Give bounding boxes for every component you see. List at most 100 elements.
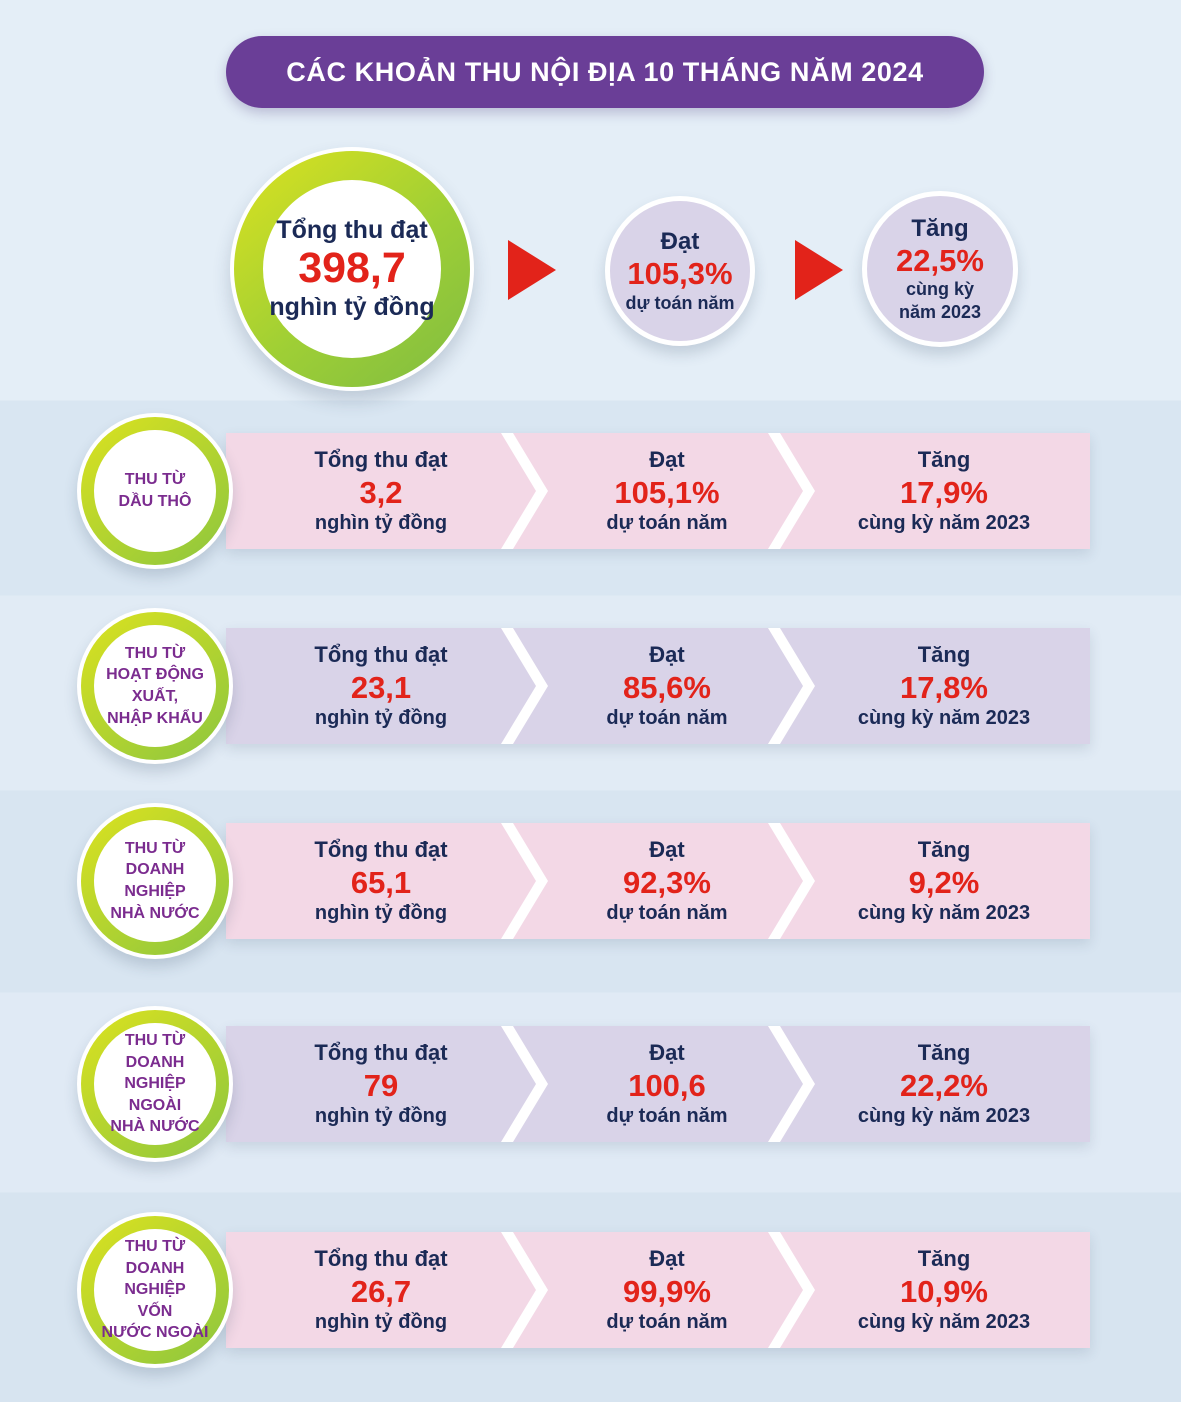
row-foreign-enterprises: THU TỪ DOANH NGHIỆP VỐN NƯỚC NGOÀI Tổng … <box>0 1212 1181 1368</box>
growth-unit: cùng kỳ năm 2023 <box>857 1105 1031 1128</box>
category-label: THU TỪ DẦU THÔ <box>118 471 192 510</box>
attained-value: 92,3% <box>623 864 711 900</box>
total-value: 3,2 <box>359 474 403 510</box>
growth-unit: cùng kỳ năm 2023 <box>857 1311 1031 1334</box>
category-circle: THU TỪ HOẠT ĐỘNG XUẤT, NHẬP KHẨU <box>77 608 233 764</box>
total-label: Tổng thu đạt <box>314 836 448 862</box>
category-circle: THU TỪ DOANH NGHIỆP VỐN NƯỚC NGOÀI <box>77 1212 233 1368</box>
growth-label: Tăng <box>911 214 969 242</box>
attained-circle: Đạt 105,3% dự toán năm <box>605 196 755 346</box>
category-label: THU TỪ HOẠT ĐỘNG XUẤT, NHẬP KHẨU <box>106 644 204 727</box>
attained-value: 99,9% <box>623 1273 711 1309</box>
category-circle: THU TỪ DOANH NGHIỆP NGOÀI NHÀ NƯỚC <box>77 1006 233 1162</box>
row-non-state-enterprises: THU TỪ DOANH NGHIỆP NGOÀI NHÀ NƯỚC Tổng … <box>0 1006 1181 1162</box>
metrics-band: Tổng thu đạt 65,1 nghìn tỷ đồng Đạt 92,3… <box>226 823 1090 939</box>
growth-value: 17,8% <box>900 669 988 705</box>
growth-segment: Tăng 22,2% cùng kỳ năm 2023 <box>780 1026 1090 1142</box>
title-banner: CÁC KHOẢN THU NỘI ĐỊA 10 THÁNG NĂM 2024 <box>226 36 984 108</box>
growth-label: Tăng <box>917 1245 971 1271</box>
growth-unit: cùng kỳ năm 2023 <box>857 707 1031 730</box>
growth-value: 17,9% <box>900 474 988 510</box>
growth-value: 22,2% <box>900 1067 988 1103</box>
growth-label: Tăng <box>917 641 971 667</box>
attained-segment: Đạt 100,6 dự toán năm <box>513 1026 803 1142</box>
category-circle: THU TỪ DẦU THÔ <box>77 413 233 569</box>
total-segment: Tổng thu đạt 79 nghìn tỷ đồng <box>226 1026 536 1142</box>
attained-value: 100,6 <box>628 1067 706 1103</box>
category-circle-inner: THU TỪ DOANH NGHIỆP NGOÀI NHÀ NƯỚC <box>94 1023 216 1145</box>
attained-label: Đạt <box>649 836 685 862</box>
metrics-band: Tổng thu đạt 23,1 nghìn tỷ đồng Đạt 85,6… <box>226 628 1090 744</box>
total-value: 398,7 <box>298 244 406 293</box>
attained-unit: dự toán năm <box>606 512 728 535</box>
total-unit: nghìn tỷ đồng <box>314 1311 448 1334</box>
growth-value: 9,2% <box>908 864 980 900</box>
total-revenue-content: Tổng thu đạt 398,7 nghìn tỷ đồng <box>263 180 441 358</box>
total-unit: nghìn tỷ đồng <box>314 1105 448 1128</box>
total-revenue-circle: Tổng thu đạt 398,7 nghìn tỷ đồng <box>230 147 474 391</box>
attained-segment: Đạt 105,1% dự toán năm <box>513 433 803 549</box>
total-segment: Tổng thu đạt 3,2 nghìn tỷ đồng <box>226 433 536 549</box>
growth-unit: cùng kỳ năm 2023 <box>857 902 1031 925</box>
category-label: THU TỪ DOANH NGHIỆP VỐN NƯỚC NGOÀI <box>101 1238 209 1342</box>
total-label: Tổng thu đạt <box>276 216 428 245</box>
total-segment: Tổng thu đạt 26,7 nghìn tỷ đồng <box>226 1232 536 1348</box>
attained-unit: dự toán năm <box>606 707 728 730</box>
row-crude-oil: THU TỪ DẦU THÔ Tổng thu đạt 3,2 nghìn tỷ… <box>0 413 1181 569</box>
growth-unit: cùng kỳ năm 2023 <box>857 512 1031 535</box>
attained-label: Đạt <box>649 641 685 667</box>
total-unit: nghìn tỷ đồng <box>314 707 448 730</box>
category-circle-inner: THU TỪ DOANH NGHIỆP VỐN NƯỚC NGOÀI <box>94 1229 216 1351</box>
category-circle-inner: THU TỪ HOẠT ĐỘNG XUẤT, NHẬP KHẨU <box>94 625 216 747</box>
total-value: 79 <box>363 1067 399 1103</box>
total-label: Tổng thu đạt <box>314 641 448 667</box>
total-segment: Tổng thu đạt 65,1 nghìn tỷ đồng <box>226 823 536 939</box>
attained-label: Đạt <box>660 227 700 255</box>
growth-value: 22,5% <box>896 242 984 278</box>
category-label: THU TỪ DOANH NGHIỆP NHÀ NƯỚC <box>110 839 200 922</box>
total-unit: nghìn tỷ đồng <box>314 902 448 925</box>
category-label: THU TỪ DOANH NGHIỆP NGOÀI NHÀ NƯỚC <box>110 1032 200 1136</box>
attained-value: 105,1% <box>614 474 720 510</box>
total-value: 26,7 <box>350 1273 412 1309</box>
attained-unit: dự toán năm <box>606 1311 728 1334</box>
attained-label: Đạt <box>649 1245 685 1271</box>
category-circle: THU TỪ DOANH NGHIỆP NHÀ NƯỚC <box>77 803 233 959</box>
total-value: 23,1 <box>350 669 412 705</box>
growth-segment: Tăng 10,9% cùng kỳ năm 2023 <box>780 1232 1090 1348</box>
attained-unit: dự toán năm <box>625 292 735 313</box>
growth-segment: Tăng 17,8% cùng kỳ năm 2023 <box>780 628 1090 744</box>
attained-label: Đạt <box>649 446 685 472</box>
attained-segment: Đạt 99,9% dự toán năm <box>513 1232 803 1348</box>
growth-unit: cùng kỳ năm 2023 <box>898 279 982 322</box>
attained-value: 85,6% <box>623 669 711 705</box>
row-import-export: THU TỪ HOẠT ĐỘNG XUẤT, NHẬP KHẨU Tổng th… <box>0 608 1181 764</box>
metrics-band: Tổng thu đạt 26,7 nghìn tỷ đồng Đạt 99,9… <box>226 1232 1090 1348</box>
growth-value: 10,9% <box>900 1273 988 1309</box>
growth-circle: Tăng 22,5% cùng kỳ năm 2023 <box>862 191 1018 347</box>
total-label: Tổng thu đạt <box>314 1039 448 1065</box>
attained-segment: Đạt 92,3% dự toán năm <box>513 823 803 939</box>
total-value: 65,1 <box>350 864 412 900</box>
arrow-right-icon <box>508 240 556 300</box>
growth-segment: Tăng 17,9% cùng kỳ năm 2023 <box>780 433 1090 549</box>
attained-unit: dự toán năm <box>606 902 728 925</box>
total-segment: Tổng thu đạt 23,1 nghìn tỷ đồng <box>226 628 536 744</box>
attained-unit: dự toán năm <box>606 1105 728 1128</box>
category-circle-inner: THU TỪ DẦU THÔ <box>94 430 216 552</box>
attained-value: 105,3% <box>627 255 733 291</box>
row-state-enterprises: THU TỪ DOANH NGHIỆP NHÀ NƯỚC Tổng thu đạ… <box>0 803 1181 959</box>
growth-label: Tăng <box>917 446 971 472</box>
category-circle-inner: THU TỪ DOANH NGHIỆP NHÀ NƯỚC <box>94 820 216 942</box>
total-label: Tổng thu đạt <box>314 446 448 472</box>
arrow-right-icon <box>795 240 843 300</box>
total-unit: nghìn tỷ đồng <box>314 512 448 535</box>
metrics-band: Tổng thu đạt 3,2 nghìn tỷ đồng Đạt 105,1… <box>226 433 1090 549</box>
page-title: CÁC KHOẢN THU NỘI ĐỊA 10 THÁNG NĂM 2024 <box>286 56 924 87</box>
growth-segment: Tăng 9,2% cùng kỳ năm 2023 <box>780 823 1090 939</box>
attained-segment: Đạt 85,6% dự toán năm <box>513 628 803 744</box>
growth-label: Tăng <box>917 1039 971 1065</box>
total-label: Tổng thu đạt <box>314 1245 448 1271</box>
attained-label: Đạt <box>649 1039 685 1065</box>
metrics-band: Tổng thu đạt 79 nghìn tỷ đồng Đạt 100,6 … <box>226 1026 1090 1142</box>
